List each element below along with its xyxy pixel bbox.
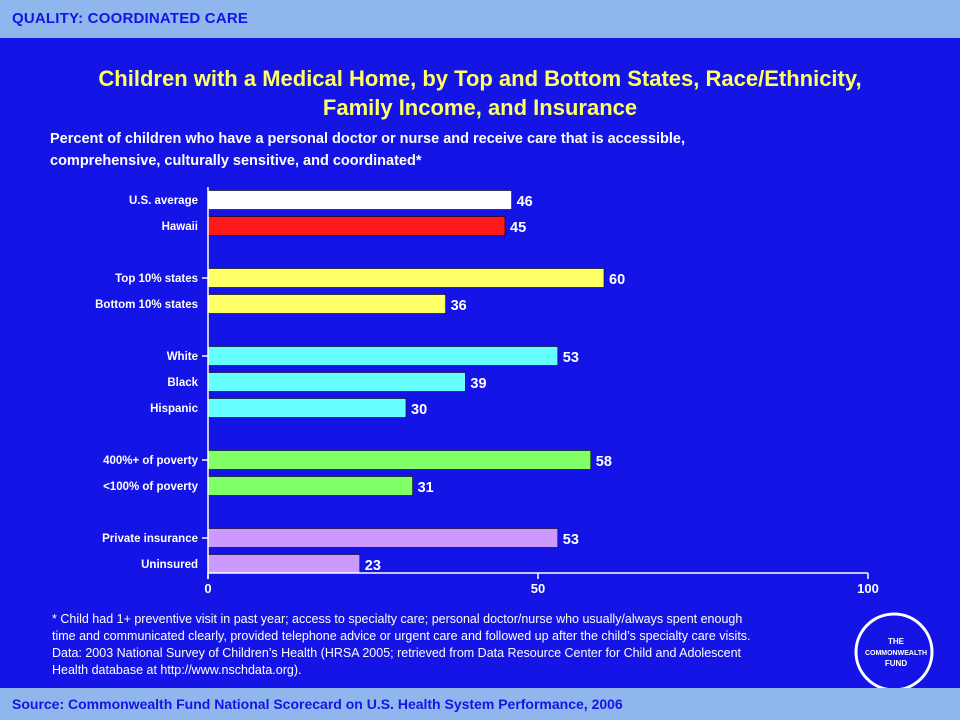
x-tick-label: 0 xyxy=(204,581,211,596)
bar xyxy=(207,372,466,392)
category-label: Hawaii xyxy=(162,221,198,233)
category-label: White xyxy=(167,351,198,363)
category-label: U.S. average xyxy=(129,195,198,207)
category-label: Black xyxy=(167,377,198,389)
title-line-2: Family Income, and Insurance xyxy=(322,95,638,120)
logo-line-3: FUND xyxy=(885,659,907,668)
value-label: 45 xyxy=(510,220,526,236)
bottom-banner: Source: Commonwealth Fund National Score… xyxy=(0,688,960,720)
category-label: Uninsured xyxy=(141,559,198,571)
footnote: * Child had 1+ preventive visit in past … xyxy=(52,611,912,679)
chart-subtitle: Percent of children who have a personal … xyxy=(50,128,930,172)
commonwealth-fund-logo: THE COMMONWEALTH FUND xyxy=(854,612,934,692)
logo-line-2: COMMONWEALTH xyxy=(865,650,927,657)
value-label: 58 xyxy=(596,454,612,470)
value-label: 39 xyxy=(470,376,486,392)
value-label: 46 xyxy=(517,194,533,210)
value-label: 23 xyxy=(365,558,381,574)
category-label: Private insurance xyxy=(102,533,198,545)
x-tick-label: 50 xyxy=(531,581,545,596)
bar xyxy=(207,216,506,236)
category-label: Hispanic xyxy=(150,403,199,415)
category-label: <100% of poverty xyxy=(103,481,199,493)
logo-line-1: THE xyxy=(888,637,905,646)
bar xyxy=(207,294,446,314)
bar xyxy=(207,190,512,210)
category-label: Bottom 10% states xyxy=(95,299,198,311)
bar xyxy=(207,450,592,470)
value-label: 60 xyxy=(609,272,625,288)
bar xyxy=(207,398,407,418)
top-banner: QUALITY: COORDINATED CARE xyxy=(0,0,960,38)
value-label: 31 xyxy=(418,480,434,496)
bar xyxy=(207,268,605,288)
x-tick-label: 100 xyxy=(857,581,879,596)
footnote-line-4: Health database at http://www.nschdata.o… xyxy=(52,663,302,677)
bar xyxy=(207,346,559,366)
footnote-line-3: Data: 2003 National Survey of Children’s… xyxy=(52,646,742,660)
subtitle-line-2: comprehensive, culturally sensitive, and… xyxy=(50,153,422,169)
value-label: 53 xyxy=(563,350,579,366)
footnote-line-1: * Child had 1+ preventive visit in past … xyxy=(52,612,743,626)
footnote-line-2: time and communicated clearly, provided … xyxy=(52,629,751,643)
bar xyxy=(207,528,559,548)
category-label: Top 10% states xyxy=(115,273,198,285)
page-title: Children with a Medical Home, by Top and… xyxy=(0,64,960,122)
value-label: 53 xyxy=(563,532,579,548)
source-text: Source: Commonwealth Fund National Score… xyxy=(12,696,623,712)
subtitle-line-1: Percent of children who have a personal … xyxy=(50,131,686,147)
value-label: 36 xyxy=(451,298,467,314)
value-label: 30 xyxy=(411,402,427,418)
title-line-1: Children with a Medical Home, by Top and… xyxy=(98,66,862,91)
section-label: QUALITY: COORDINATED CARE xyxy=(12,10,249,27)
bar xyxy=(207,476,413,496)
bar xyxy=(207,554,361,574)
category-label: 400%+ of poverty xyxy=(103,455,199,467)
